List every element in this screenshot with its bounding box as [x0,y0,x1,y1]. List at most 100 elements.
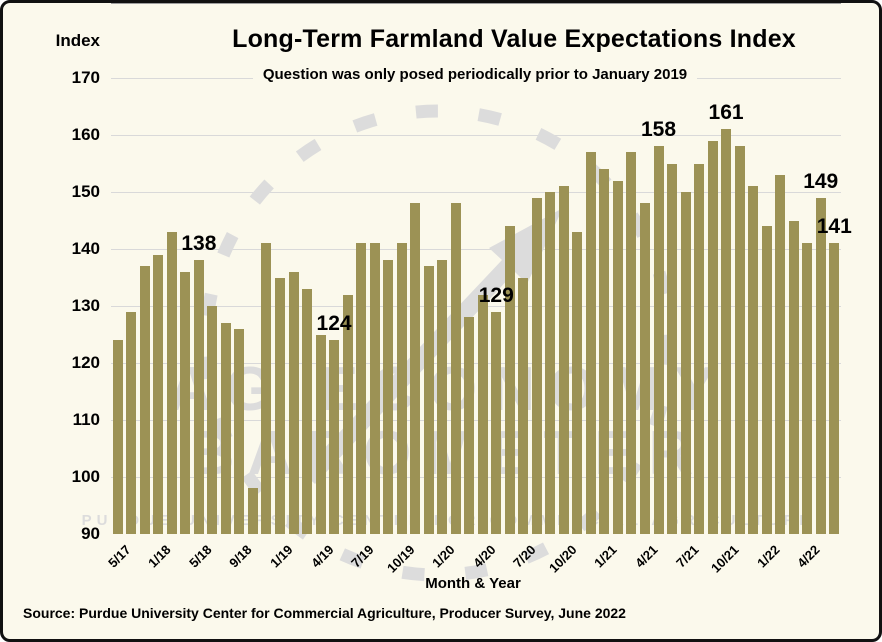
y-axis-tick-label: 100 [71,467,100,486]
x-axis-tick-label: 9/18 [226,542,256,571]
bar [667,163,678,534]
bar [302,288,313,534]
bar [504,226,515,534]
x-axis-tick-label: 10/21 [708,542,742,576]
data-label: 161 [708,101,744,125]
bar [599,169,610,534]
source-line: Source: Purdue University Center for Com… [23,605,626,621]
y-axis-tick-label: 90 [81,524,100,543]
bar [126,311,137,534]
bar [761,226,772,534]
bar [329,340,340,534]
bar [437,260,448,534]
data-label: 129 [478,283,514,307]
x-axis-tick-label: 1/22 [753,542,783,571]
gridline [111,249,841,250]
y-axis-tick-label: 110 [72,410,100,429]
data-label: 124 [316,312,352,336]
x-axis-tick-label: 5/18 [185,542,215,571]
bar [153,254,164,534]
bar [639,203,650,534]
bar [288,271,299,534]
bar [112,340,123,534]
bar [775,174,786,534]
x-axis-tick-label: 1/19 [267,542,296,571]
bar [680,192,691,534]
bar [423,266,434,534]
bar [369,243,380,534]
bar [734,146,745,534]
chart-subtitle-text: Question was only posed periodically pri… [252,66,698,83]
data-label: 141 [816,215,852,239]
y-axis-tick-label: 160 [71,125,100,144]
gridline [111,135,841,136]
bar [274,277,285,534]
x-axis-tick-label: 7/20 [510,542,539,571]
bar [450,203,461,534]
bar [748,186,759,534]
bar [626,152,637,534]
x-axis-tick-label: 10/19 [383,542,418,576]
bar [410,203,421,534]
x-axis-tick-label: 4/21 [632,542,661,571]
bar [612,180,623,534]
x-axis-line [111,3,841,4]
y-axis-tick-label: 130 [71,296,100,315]
x-axis-tick-label: 10/20 [545,542,580,576]
gridline [111,192,841,193]
bar [220,323,231,534]
data-label: 138 [181,232,217,256]
bar [545,192,556,534]
bar [207,306,218,534]
bar [518,277,529,534]
chart-title: Long-Term Farmland Value Expectations In… [232,25,796,53]
gridline [111,306,841,307]
bar [815,197,826,534]
x-axis-tick-label: 4/22 [794,542,823,571]
bar [396,243,407,534]
bar [531,197,542,534]
x-axis-tick-label: 4/20 [469,542,499,571]
bar [180,271,191,534]
bar [261,243,272,534]
bar [558,186,569,534]
y-axis-tick-label: 140 [71,239,100,258]
x-axis-tick-label: 4/19 [307,542,337,571]
bar [829,243,840,534]
bar [585,152,596,534]
bar [356,243,367,534]
chart-subtitle: Question was only posed periodically pri… [113,66,837,83]
x-axis-tick-label: 5/17 [104,542,134,571]
bar [572,231,583,534]
bar [383,260,394,534]
bar [234,328,245,534]
data-label: 149 [803,169,839,193]
x-axis-tick-label: 7/19 [348,542,377,571]
bar [477,294,488,534]
y-axis-tick-label: 120 [71,353,100,372]
bar [166,231,177,534]
bar [707,140,718,534]
bar [788,220,799,534]
bar [139,266,150,534]
bar [721,129,732,534]
bar [694,163,705,534]
x-axis-tick-label: 1/20 [429,542,458,571]
bar [315,334,326,534]
bar [193,260,204,534]
x-axis-tick-label: 1/21 [591,542,621,571]
x-axis-tick-label: 1/18 [145,542,174,571]
data-label: 158 [640,118,677,142]
y-axis-tick-label: 150 [71,182,100,201]
y-axis-title: Index [55,31,100,50]
bar [653,146,664,534]
bar [247,488,258,534]
bar [464,317,475,534]
bar [491,311,502,534]
x-axis-tick-label: 7/21 [672,542,702,571]
y-axis-tick-label: 170 [71,68,100,87]
watermark-line3: PURDUE UNIVERSITY CENTER FOR COMMERCIAL … [82,512,815,529]
bar [802,243,813,534]
x-axis-title: Month & Year [425,575,521,592]
